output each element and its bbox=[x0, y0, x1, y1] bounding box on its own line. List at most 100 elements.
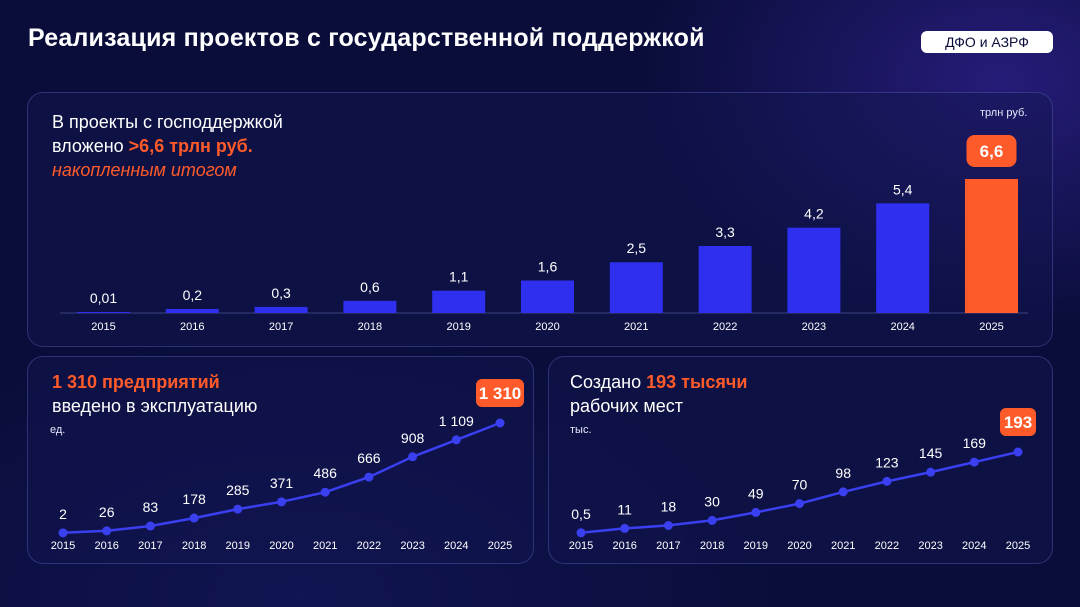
jobs-line-chart: 2015 0,5 2016 11 2017 18 2018 30 2019 49 2020 70 202… bbox=[569, 408, 1036, 552]
jobs-tick-2016: 2016 bbox=[612, 540, 636, 552]
bar-tick-2025: 2025 bbox=[979, 321, 1003, 333]
jobs-unit-label: тыс. bbox=[570, 424, 592, 436]
jobs-point-2018 bbox=[707, 515, 717, 525]
jobs-point-2025 bbox=[1013, 447, 1023, 457]
enterprises-value-label-2021: 486 bbox=[314, 465, 338, 481]
bar-tick-2021: 2021 bbox=[624, 321, 648, 333]
jobs-tick-2020: 2020 bbox=[787, 540, 811, 552]
enterprises-tick-2023: 2023 bbox=[400, 540, 424, 552]
jobs-value-label-2022: 123 bbox=[875, 454, 899, 470]
enterprises-point-2015 bbox=[58, 528, 68, 538]
bar-value-label-2020: 1,6 bbox=[538, 259, 558, 275]
enterprises-value-label-2025: 1 310 bbox=[479, 384, 522, 403]
investments-panel: В проекты с господдержкой вложено >6,6 т… bbox=[27, 92, 1053, 347]
enterprises-value-label-2022: 666 bbox=[357, 450, 381, 466]
jobs-value-label-2023: 145 bbox=[919, 445, 943, 461]
enterprises-point-2016 bbox=[102, 526, 112, 536]
bar-2024 bbox=[876, 203, 930, 313]
enterprises-value-label-2019: 285 bbox=[226, 482, 250, 498]
bar-2021 bbox=[609, 262, 663, 313]
bar-value-label-2019: 1,1 bbox=[449, 269, 469, 285]
bar-2017 bbox=[254, 306, 308, 313]
bar-value-label-2015: 0,01 bbox=[90, 290, 117, 306]
jobs-tick-2019: 2019 bbox=[744, 540, 768, 552]
investments-bar-chart: 2015 0,01 2016 0,2 2017 0,3 2018 0,6 2019 1,1 2020… bbox=[60, 135, 1028, 333]
bar-2023 bbox=[787, 227, 841, 313]
bar-2015 bbox=[77, 312, 130, 313]
jobs-value-label-2024: 169 bbox=[963, 435, 987, 451]
jobs-tick-2017: 2017 bbox=[656, 540, 680, 552]
bar-value-label-2022: 3,3 bbox=[715, 224, 735, 240]
jobs-point-2024 bbox=[969, 457, 979, 467]
jobs-value-label-2018: 30 bbox=[704, 493, 720, 509]
jobs-tick-2024: 2024 bbox=[962, 540, 986, 552]
jobs-point-2023 bbox=[926, 467, 936, 477]
jobs-headline: Создано 193 тысячи рабочих мест bbox=[570, 370, 747, 418]
jobs-tick-2025: 2025 bbox=[1006, 540, 1030, 552]
bar-2019 bbox=[432, 290, 486, 313]
enterprises-point-2017 bbox=[145, 521, 155, 531]
jobs-point-2015 bbox=[576, 528, 586, 538]
jobs-tick-2021: 2021 bbox=[831, 540, 855, 552]
enterprises-tick-2015: 2015 bbox=[51, 540, 75, 552]
jobs-value-label-2017: 18 bbox=[661, 498, 677, 514]
jobs-point-2022 bbox=[882, 476, 892, 486]
bar-2018 bbox=[343, 300, 397, 313]
bar-tick-2016: 2016 bbox=[180, 321, 204, 333]
enterprises-value-label-2018: 178 bbox=[182, 491, 206, 507]
jobs-value-label-2025: 193 bbox=[1004, 413, 1032, 432]
enterprises-headline-line2: введено в эксплуатацию bbox=[52, 396, 258, 416]
bar-2022 bbox=[698, 246, 752, 313]
enterprises-tick-2017: 2017 bbox=[138, 540, 162, 552]
enterprises-value-label-2020: 371 bbox=[270, 475, 294, 491]
jobs-headline-accent: 193 тысячи bbox=[646, 372, 748, 392]
jobs-value-label-2016: 11 bbox=[617, 501, 632, 517]
enterprises-point-2018 bbox=[189, 513, 199, 523]
bar-value-label-2024: 5,4 bbox=[893, 181, 913, 197]
enterprises-headline-accent: 1 310 предприятий bbox=[52, 372, 220, 392]
enterprises-point-2019 bbox=[233, 504, 243, 514]
jobs-panel: Создано 193 тысячи рабочих мест тыс. 201… bbox=[548, 356, 1053, 564]
enterprises-tick-2024: 2024 bbox=[444, 540, 468, 552]
investments-unit-label: трлн руб. bbox=[980, 107, 1028, 119]
jobs-headline-prefix: Создано bbox=[570, 372, 647, 392]
enterprises-unit-label: ед. bbox=[50, 424, 66, 436]
region-badge: ДФО и АЗРФ bbox=[921, 31, 1053, 53]
page-title: Реализация проектов с государственной по… bbox=[28, 24, 705, 52]
bar-tick-2017: 2017 bbox=[269, 321, 293, 333]
jobs-headline-line2: рабочих мест bbox=[570, 396, 684, 416]
enterprises-panel: 1 310 предприятий введено в эксплуатацию… bbox=[27, 356, 534, 564]
enterprises-value-label-2023: 908 bbox=[401, 430, 425, 446]
jobs-value-label-2021: 98 bbox=[835, 465, 851, 481]
bar-tick-2015: 2015 bbox=[91, 321, 115, 333]
enterprises-tick-2019: 2019 bbox=[226, 540, 250, 552]
enterprises-point-2025 bbox=[495, 418, 505, 428]
enterprises-tick-2016: 2016 bbox=[94, 540, 118, 552]
enterprises-point-2021 bbox=[320, 487, 330, 497]
jobs-tick-2018: 2018 bbox=[700, 540, 724, 552]
bar-tick-2018: 2018 bbox=[358, 321, 382, 333]
investments-headline: В проекты с господдержкой вложено >6,6 т… bbox=[52, 110, 283, 182]
bar-value-label-2023: 4,2 bbox=[804, 206, 824, 222]
bar-tick-2019: 2019 bbox=[446, 321, 470, 333]
enterprises-tick-2020: 2020 bbox=[269, 540, 293, 552]
enterprises-point-2022 bbox=[364, 472, 374, 482]
jobs-point-2017 bbox=[663, 520, 673, 530]
enterprises-point-2020 bbox=[277, 497, 286, 507]
enterprises-headline: 1 310 предприятий введено в эксплуатацию bbox=[52, 370, 257, 418]
jobs-highlight-pill bbox=[1000, 408, 1036, 436]
bar-value-label-2021: 2,5 bbox=[627, 240, 647, 256]
enterprises-line-chart: 2015 2 2016 26 2017 83 2018 178 2019 285 2020 371 20… bbox=[51, 379, 524, 552]
enterprises-value-label-2016: 26 bbox=[99, 504, 115, 520]
enterprises-value-label-2015: 2 bbox=[59, 506, 67, 522]
bar-tick-2023: 2023 bbox=[802, 321, 826, 333]
investments-headline-accent: >6,6 трлн руб. bbox=[128, 136, 253, 156]
investments-headline-line1: В проекты с господдержкой bbox=[52, 112, 283, 132]
jobs-point-2016 bbox=[620, 523, 630, 533]
enterprises-tick-2021: 2021 bbox=[313, 540, 337, 552]
bar-2025 bbox=[965, 179, 1018, 313]
jobs-value-label-2020: 70 bbox=[792, 477, 808, 493]
investments-headline-line2-prefix: вложено bbox=[52, 136, 129, 156]
bar-2020 bbox=[521, 280, 574, 313]
enterprises-highlight-pill bbox=[476, 379, 524, 407]
